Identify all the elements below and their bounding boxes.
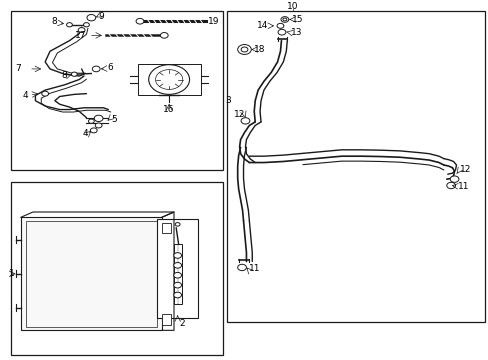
Bar <box>11 11 222 170</box>
Bar <box>162 222 170 233</box>
Text: 5: 5 <box>111 114 116 123</box>
Text: 11: 11 <box>249 264 260 273</box>
Circle shape <box>90 128 97 133</box>
Text: 4: 4 <box>22 91 28 100</box>
Circle shape <box>92 66 100 72</box>
Bar <box>173 244 181 304</box>
Circle shape <box>160 32 168 38</box>
Text: 6: 6 <box>107 63 113 72</box>
Text: 12: 12 <box>233 110 245 119</box>
Circle shape <box>78 28 85 32</box>
Circle shape <box>446 182 455 189</box>
Text: 12: 12 <box>459 165 470 174</box>
Text: 10: 10 <box>287 1 298 10</box>
Circle shape <box>173 262 181 268</box>
Text: 11: 11 <box>458 182 469 191</box>
Text: 13: 13 <box>290 28 302 37</box>
Bar <box>227 11 484 321</box>
Circle shape <box>283 18 286 21</box>
Circle shape <box>237 264 246 271</box>
Text: 3: 3 <box>224 96 230 105</box>
Bar <box>26 221 157 327</box>
Circle shape <box>136 18 143 24</box>
Circle shape <box>241 47 247 52</box>
Text: 8: 8 <box>51 17 57 26</box>
Circle shape <box>278 30 285 35</box>
Circle shape <box>71 72 77 76</box>
Circle shape <box>83 23 89 27</box>
Circle shape <box>66 23 72 27</box>
Text: 7: 7 <box>15 64 20 73</box>
Circle shape <box>237 45 251 54</box>
Text: 14: 14 <box>256 21 267 30</box>
Text: 9: 9 <box>99 12 104 21</box>
Circle shape <box>94 115 103 122</box>
Circle shape <box>241 118 249 124</box>
Circle shape <box>277 23 284 28</box>
Bar <box>162 314 170 325</box>
Bar <box>21 217 162 330</box>
Text: 4: 4 <box>82 129 88 138</box>
Circle shape <box>173 282 181 288</box>
Text: 1: 1 <box>9 269 15 278</box>
Circle shape <box>87 14 96 21</box>
Bar <box>11 182 222 355</box>
Circle shape <box>41 91 48 96</box>
Circle shape <box>173 273 181 278</box>
Circle shape <box>95 123 102 128</box>
Circle shape <box>175 222 180 226</box>
Text: 8: 8 <box>61 72 67 81</box>
Text: 2: 2 <box>179 319 185 328</box>
Text: 19: 19 <box>207 17 219 26</box>
Bar <box>137 64 201 95</box>
Circle shape <box>173 292 181 298</box>
Circle shape <box>449 176 458 182</box>
Text: 16: 16 <box>163 105 175 114</box>
Circle shape <box>281 17 288 22</box>
Circle shape <box>173 253 181 258</box>
Text: 17: 17 <box>75 31 86 40</box>
Bar <box>157 219 198 318</box>
Text: 18: 18 <box>254 45 265 54</box>
Text: 15: 15 <box>291 15 303 24</box>
Circle shape <box>88 119 94 123</box>
